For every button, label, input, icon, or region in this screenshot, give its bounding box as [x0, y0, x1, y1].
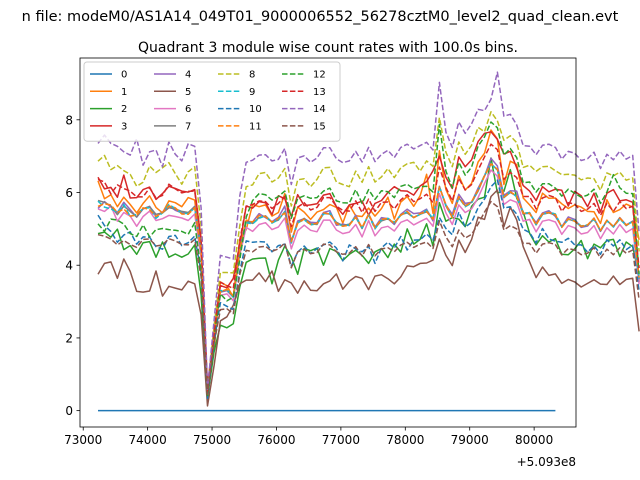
axes-layer: 73000 74000 75000 76000 77000 78000 79000 80000… — [64, 113, 553, 447]
legend-label-9: 9 — [249, 87, 255, 98]
series-line-15 — [97, 200, 640, 396]
series-line-8 — [97, 111, 640, 393]
series-line-1 — [97, 129, 640, 391]
legend-label-1: 1 — [121, 87, 127, 98]
y-tick-label: 6 — [65, 186, 73, 200]
legend-label-3: 3 — [121, 121, 127, 132]
legend-label-8: 8 — [249, 70, 255, 81]
series-line-10 — [97, 179, 640, 400]
x-offset-label: +5.093e8 — [517, 455, 576, 469]
legend-label-13: 13 — [313, 87, 326, 98]
legend-label-11: 11 — [249, 121, 262, 132]
series-line-14 — [97, 71, 640, 390]
series-line-11 — [97, 163, 640, 394]
chart-title: Quadrant 3 module wise count rates with … — [138, 40, 518, 56]
legend-label-2: 2 — [121, 104, 127, 115]
series-line-12 — [97, 121, 640, 398]
x-tick-label: 78000 — [386, 433, 424, 447]
x-tick-label: 79000 — [451, 433, 489, 447]
legend-label-7: 7 — [185, 121, 191, 132]
series-line-6 — [97, 169, 640, 394]
series-line-13 — [97, 143, 640, 393]
legend-label-15: 15 — [313, 121, 326, 132]
plot-frame — [79, 57, 577, 428]
legend-box — [83, 61, 341, 142]
y-tick-label: 4 — [65, 259, 73, 273]
y-tick-label: 2 — [65, 331, 73, 345]
x-tick-label: 74000 — [129, 433, 167, 447]
y-tick-label: 0 — [65, 404, 73, 418]
legend-label-14: 14 — [313, 104, 326, 115]
x-tick-label: 80000 — [515, 433, 553, 447]
x-tick-label: 77000 — [322, 433, 360, 447]
legend-label-10: 10 — [249, 104, 262, 115]
series-layer — [97, 71, 640, 412]
legend-label-0: 0 — [121, 70, 127, 81]
x-tick-label: 75000 — [193, 433, 231, 447]
y-tick-label: 8 — [65, 113, 73, 127]
legend-label-12: 12 — [313, 70, 326, 81]
legend-label-5: 5 — [185, 87, 191, 98]
legend-label-4: 4 — [185, 70, 191, 81]
legend-label-6: 6 — [185, 104, 191, 115]
series-line-5 — [97, 189, 640, 407]
suptitle: n file: modeM0/AS1A14_049T01_9000006552_… — [22, 9, 619, 25]
x-tick-label: 73000 — [64, 433, 102, 447]
x-tick-label: 76000 — [257, 433, 295, 447]
